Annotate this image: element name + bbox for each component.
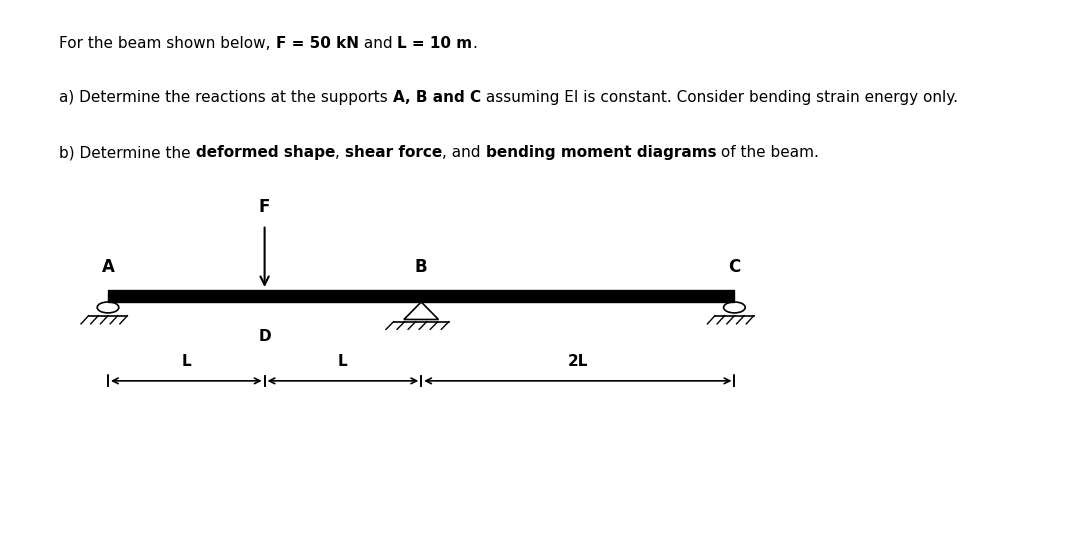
Bar bbox=[108, 290, 734, 302]
Text: F = 50 kN: F = 50 kN bbox=[275, 36, 359, 50]
Text: C: C bbox=[728, 258, 741, 276]
Text: of the beam.: of the beam. bbox=[716, 145, 819, 160]
Text: assuming EI is constant. Consider bending strain energy only.: assuming EI is constant. Consider bendin… bbox=[482, 90, 958, 105]
Text: A, B and C: A, B and C bbox=[393, 90, 482, 105]
Text: B: B bbox=[415, 258, 428, 276]
Text: shear force: shear force bbox=[345, 145, 443, 160]
Text: b) Determine the: b) Determine the bbox=[59, 145, 195, 160]
Text: L = 10 m: L = 10 m bbox=[397, 36, 472, 50]
Text: For the beam shown below,: For the beam shown below, bbox=[59, 36, 275, 50]
Text: a) Determine the reactions at the supports: a) Determine the reactions at the suppor… bbox=[59, 90, 393, 105]
Text: bending moment diagrams: bending moment diagrams bbox=[486, 145, 716, 160]
Text: and: and bbox=[359, 36, 397, 50]
Text: 2L: 2L bbox=[568, 354, 588, 369]
Text: L: L bbox=[338, 354, 348, 369]
Text: , and: , and bbox=[443, 145, 486, 160]
Text: ,: , bbox=[335, 145, 345, 160]
Text: deformed shape: deformed shape bbox=[195, 145, 335, 160]
Text: .: . bbox=[472, 36, 477, 50]
Text: L: L bbox=[181, 354, 191, 369]
Text: D: D bbox=[258, 329, 271, 344]
Text: A: A bbox=[102, 258, 114, 276]
Text: F: F bbox=[259, 198, 270, 216]
